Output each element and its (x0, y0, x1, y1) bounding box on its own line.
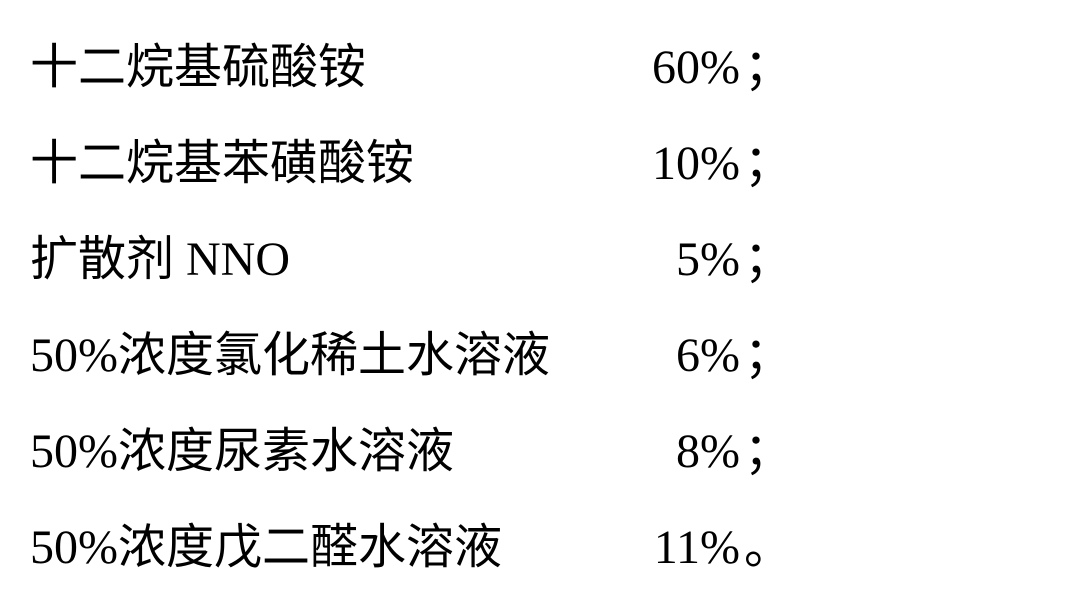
value-cell: 6% ； (640, 308, 792, 404)
ingredient-value: 11% (640, 500, 740, 596)
punctuation: ； (744, 20, 792, 116)
ingredient-label: 50%浓度氯化稀土水溶液 (30, 308, 640, 404)
ingredient-value: 5% (640, 212, 740, 308)
value-cell: 11% 。 (640, 500, 792, 596)
punctuation: ； (744, 404, 792, 500)
list-row: 十二烷基硫酸铵 60% ； (30, 20, 1050, 116)
ingredient-label: 50%浓度戊二醛水溶液 (30, 500, 640, 596)
ingredient-value: 60% (640, 20, 740, 116)
value-cell: 5% ； (640, 212, 792, 308)
list-row: 50%浓度尿素水溶液 8% ； (30, 404, 1050, 500)
ingredient-label: 50%浓度尿素水溶液 (30, 404, 640, 500)
ingredient-label: 十二烷基硫酸铵 (30, 20, 640, 116)
value-cell: 10% ； (640, 116, 792, 212)
ingredient-value: 10% (640, 116, 740, 212)
punctuation: ； (744, 308, 792, 404)
list-row: 50%浓度戊二醛水溶液 11% 。 (30, 500, 1050, 596)
list-row: 扩散剂 NNO 5% ； (30, 212, 1050, 308)
list-row: 50%浓度氯化稀土水溶液 6% ； (30, 308, 1050, 404)
punctuation: 。 (744, 500, 792, 596)
value-cell: 8% ； (640, 404, 792, 500)
ingredient-label: 十二烷基苯磺酸铵 (30, 116, 640, 212)
list-row: 十二烷基苯磺酸铵 10% ； (30, 116, 1050, 212)
ingredient-value: 6% (640, 308, 740, 404)
punctuation: ； (744, 116, 792, 212)
document-body: 十二烷基硫酸铵 60% ； 十二烷基苯磺酸铵 10% ； 扩散剂 NNO 5% … (0, 0, 1080, 596)
ingredient-value: 8% (640, 404, 740, 500)
ingredient-label: 扩散剂 NNO (30, 212, 640, 308)
punctuation: ； (744, 212, 792, 308)
value-cell: 60% ； (640, 20, 792, 116)
